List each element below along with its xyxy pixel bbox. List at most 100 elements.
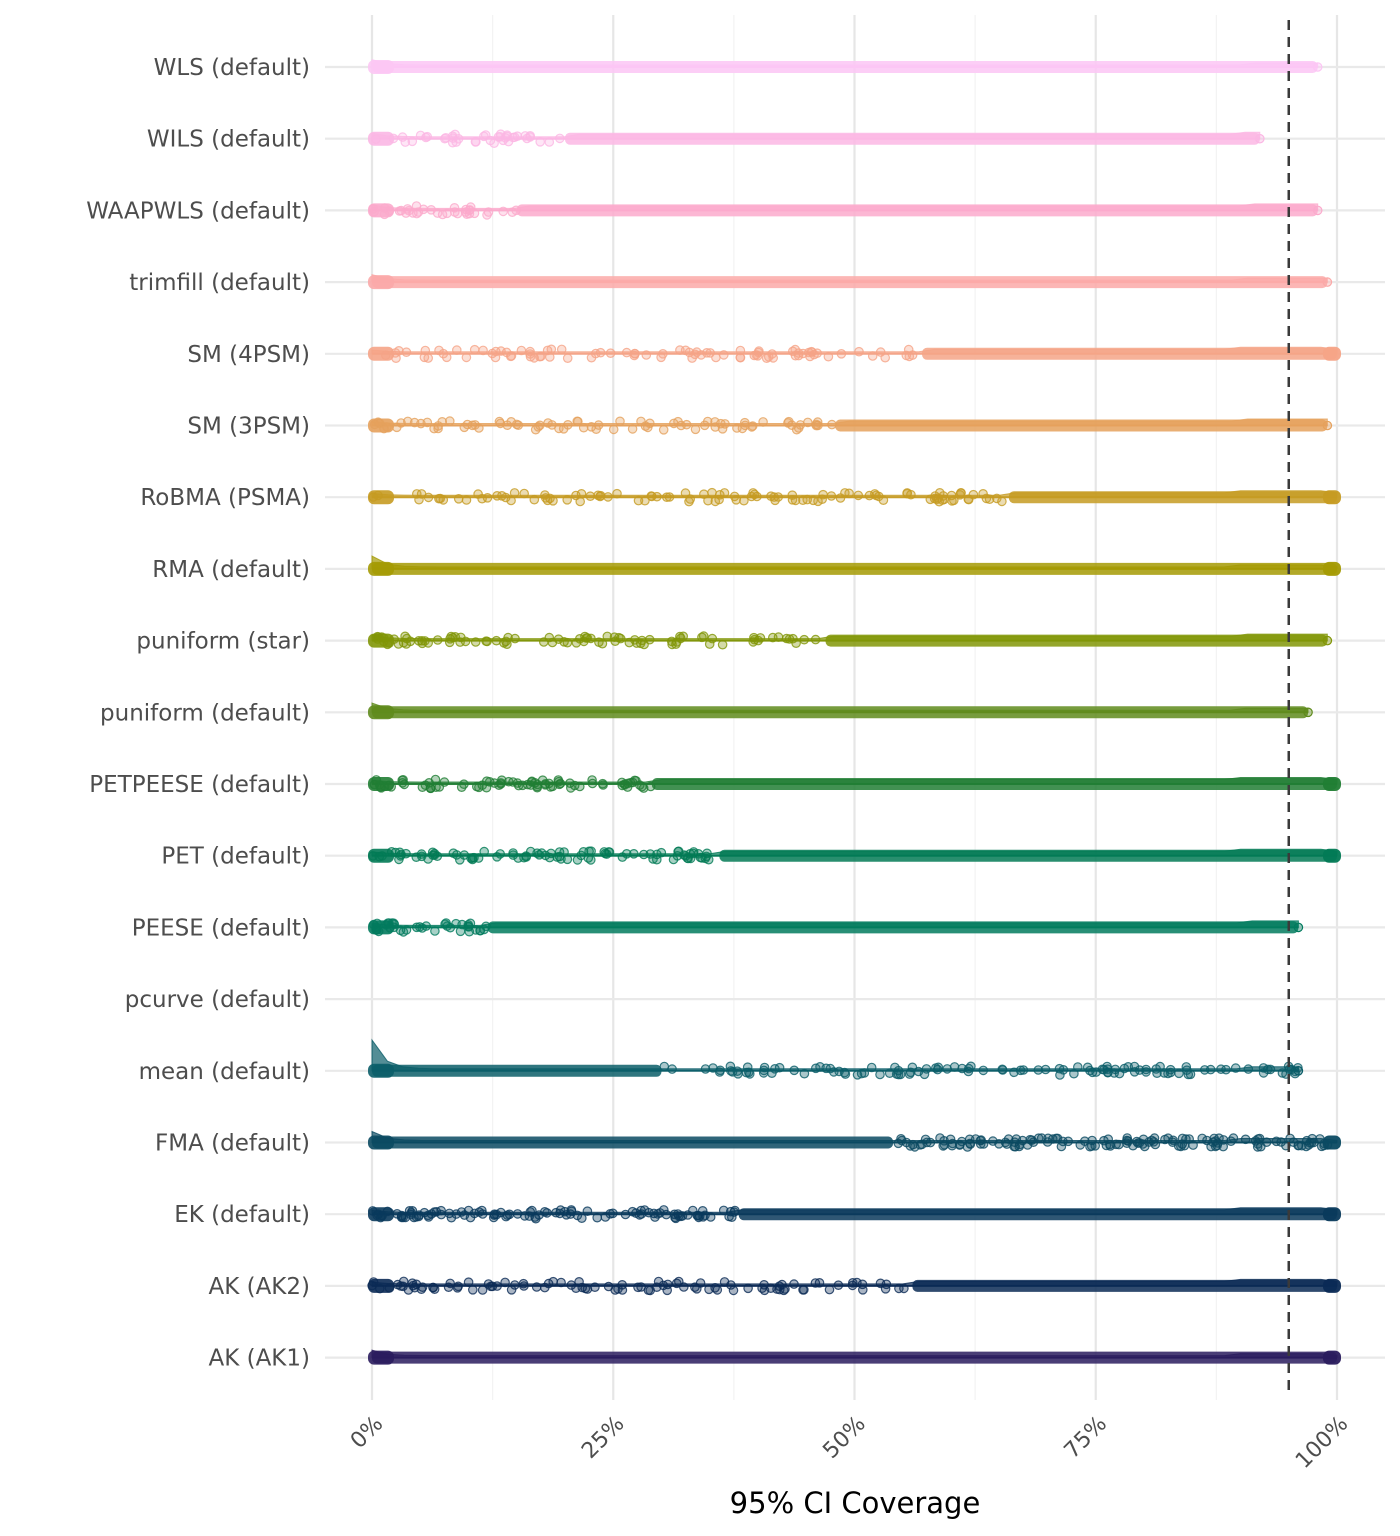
series-4-point bbox=[380, 350, 391, 360]
series-15-point bbox=[939, 1140, 950, 1150]
series-7-zero-cluster bbox=[368, 561, 394, 576]
series-1-max-point bbox=[1255, 133, 1265, 144]
series-6-point bbox=[542, 495, 553, 506]
series-16-point bbox=[582, 1206, 593, 1216]
series-8-point bbox=[503, 632, 513, 643]
series-14-point bbox=[767, 1068, 777, 1078]
series-5-point bbox=[462, 419, 473, 430]
series-7-points bbox=[368, 561, 1341, 576]
series-8-point bbox=[580, 631, 590, 642]
series-4-dense-band bbox=[922, 347, 1337, 360]
series-5-point bbox=[681, 419, 692, 430]
series-4-point bbox=[478, 345, 488, 356]
series-1-point bbox=[535, 137, 545, 147]
series-2-point bbox=[413, 207, 424, 217]
series-4-point bbox=[394, 345, 404, 356]
series-4-point bbox=[629, 350, 640, 361]
series-15-point bbox=[909, 1142, 920, 1152]
series-16-point bbox=[519, 1211, 530, 1221]
series-6-point bbox=[562, 494, 572, 505]
series-16-point bbox=[608, 1208, 618, 1219]
series-11-point bbox=[513, 853, 523, 863]
series-12-point bbox=[479, 924, 489, 935]
series-2-point bbox=[384, 206, 394, 216]
series-16-point bbox=[512, 1209, 523, 1219]
series-8-point bbox=[678, 631, 688, 642]
series-14-point bbox=[667, 1064, 677, 1074]
series-15-point bbox=[1160, 1134, 1170, 1145]
series-6-point bbox=[787, 490, 798, 500]
series-6-point bbox=[930, 491, 940, 501]
series-16-point bbox=[436, 1205, 446, 1216]
series-1-point bbox=[495, 132, 505, 142]
series-17-point bbox=[384, 1283, 395, 1293]
series-17-point bbox=[881, 1279, 892, 1290]
series-8-point bbox=[597, 638, 608, 649]
series-8-point bbox=[624, 637, 635, 648]
series-12-points bbox=[368, 918, 1304, 937]
series-8-point bbox=[538, 637, 549, 647]
series-4-point bbox=[907, 350, 918, 360]
series-11-point bbox=[578, 846, 589, 857]
series-11-point bbox=[374, 851, 385, 862]
series-8-point bbox=[629, 635, 640, 645]
series-4-point bbox=[490, 352, 501, 363]
series-15-point bbox=[978, 1139, 989, 1149]
series-16-point bbox=[682, 1210, 693, 1220]
series-5-dense-band bbox=[835, 419, 1328, 432]
series-11-point bbox=[459, 850, 470, 860]
y-label-0: WLS (default) bbox=[154, 55, 310, 81]
series-15-point bbox=[1122, 1138, 1132, 1148]
series-15-point bbox=[1254, 1133, 1265, 1144]
series-4-point bbox=[556, 344, 567, 355]
series-17-point bbox=[799, 1285, 809, 1295]
y-label-3: trimfill (default) bbox=[129, 270, 310, 296]
series-14-point bbox=[859, 1068, 870, 1078]
series-4-point bbox=[763, 351, 774, 362]
series-2-point bbox=[482, 210, 492, 220]
series-6-point bbox=[853, 490, 864, 501]
series-17-point bbox=[899, 1283, 909, 1294]
series-3-zero-cluster bbox=[368, 275, 394, 290]
series-14-point bbox=[1009, 1067, 1019, 1078]
series-8-point bbox=[667, 639, 677, 650]
series-5-point bbox=[433, 423, 443, 434]
series-17-point bbox=[852, 1277, 862, 1288]
series-6-point bbox=[773, 492, 783, 502]
series-14-point bbox=[1174, 1068, 1184, 1079]
series-4-point bbox=[590, 348, 601, 359]
series-10-point bbox=[397, 775, 407, 786]
series-11-point bbox=[386, 846, 397, 857]
series-5-point bbox=[416, 418, 426, 429]
series-15-point bbox=[954, 1139, 965, 1150]
series-16-point bbox=[477, 1205, 487, 1216]
series-15-point bbox=[1271, 1136, 1282, 1147]
series-16-point bbox=[639, 1205, 650, 1215]
series-6-point bbox=[844, 488, 854, 499]
series-10-point bbox=[553, 776, 564, 787]
series-14-point bbox=[932, 1064, 943, 1075]
series-15-point bbox=[1051, 1133, 1061, 1144]
series-17-point bbox=[636, 1282, 646, 1292]
series-1-point bbox=[407, 136, 418, 147]
series-4-point bbox=[836, 348, 847, 359]
series-1-point bbox=[544, 137, 555, 147]
series-5-point bbox=[547, 420, 557, 430]
series-4-point bbox=[803, 347, 814, 358]
series-5-point bbox=[710, 417, 720, 427]
series-6-point bbox=[902, 488, 912, 499]
y-label-18: AK (AK1) bbox=[208, 1346, 310, 1372]
series-5-point bbox=[578, 422, 589, 433]
series-2-point bbox=[426, 205, 436, 215]
series-14-point bbox=[1033, 1065, 1044, 1075]
series-2-point bbox=[418, 204, 429, 215]
series-15-point bbox=[1048, 1134, 1058, 1144]
series-6-point bbox=[968, 489, 979, 500]
series-1-point bbox=[554, 133, 565, 144]
x-tick-label-0: 0% bbox=[346, 1412, 388, 1454]
series-11-point bbox=[651, 854, 662, 865]
series-4-point bbox=[823, 351, 834, 362]
series-12-point bbox=[440, 919, 450, 929]
series-16-point bbox=[636, 1205, 646, 1216]
series-16-point bbox=[669, 1209, 680, 1220]
